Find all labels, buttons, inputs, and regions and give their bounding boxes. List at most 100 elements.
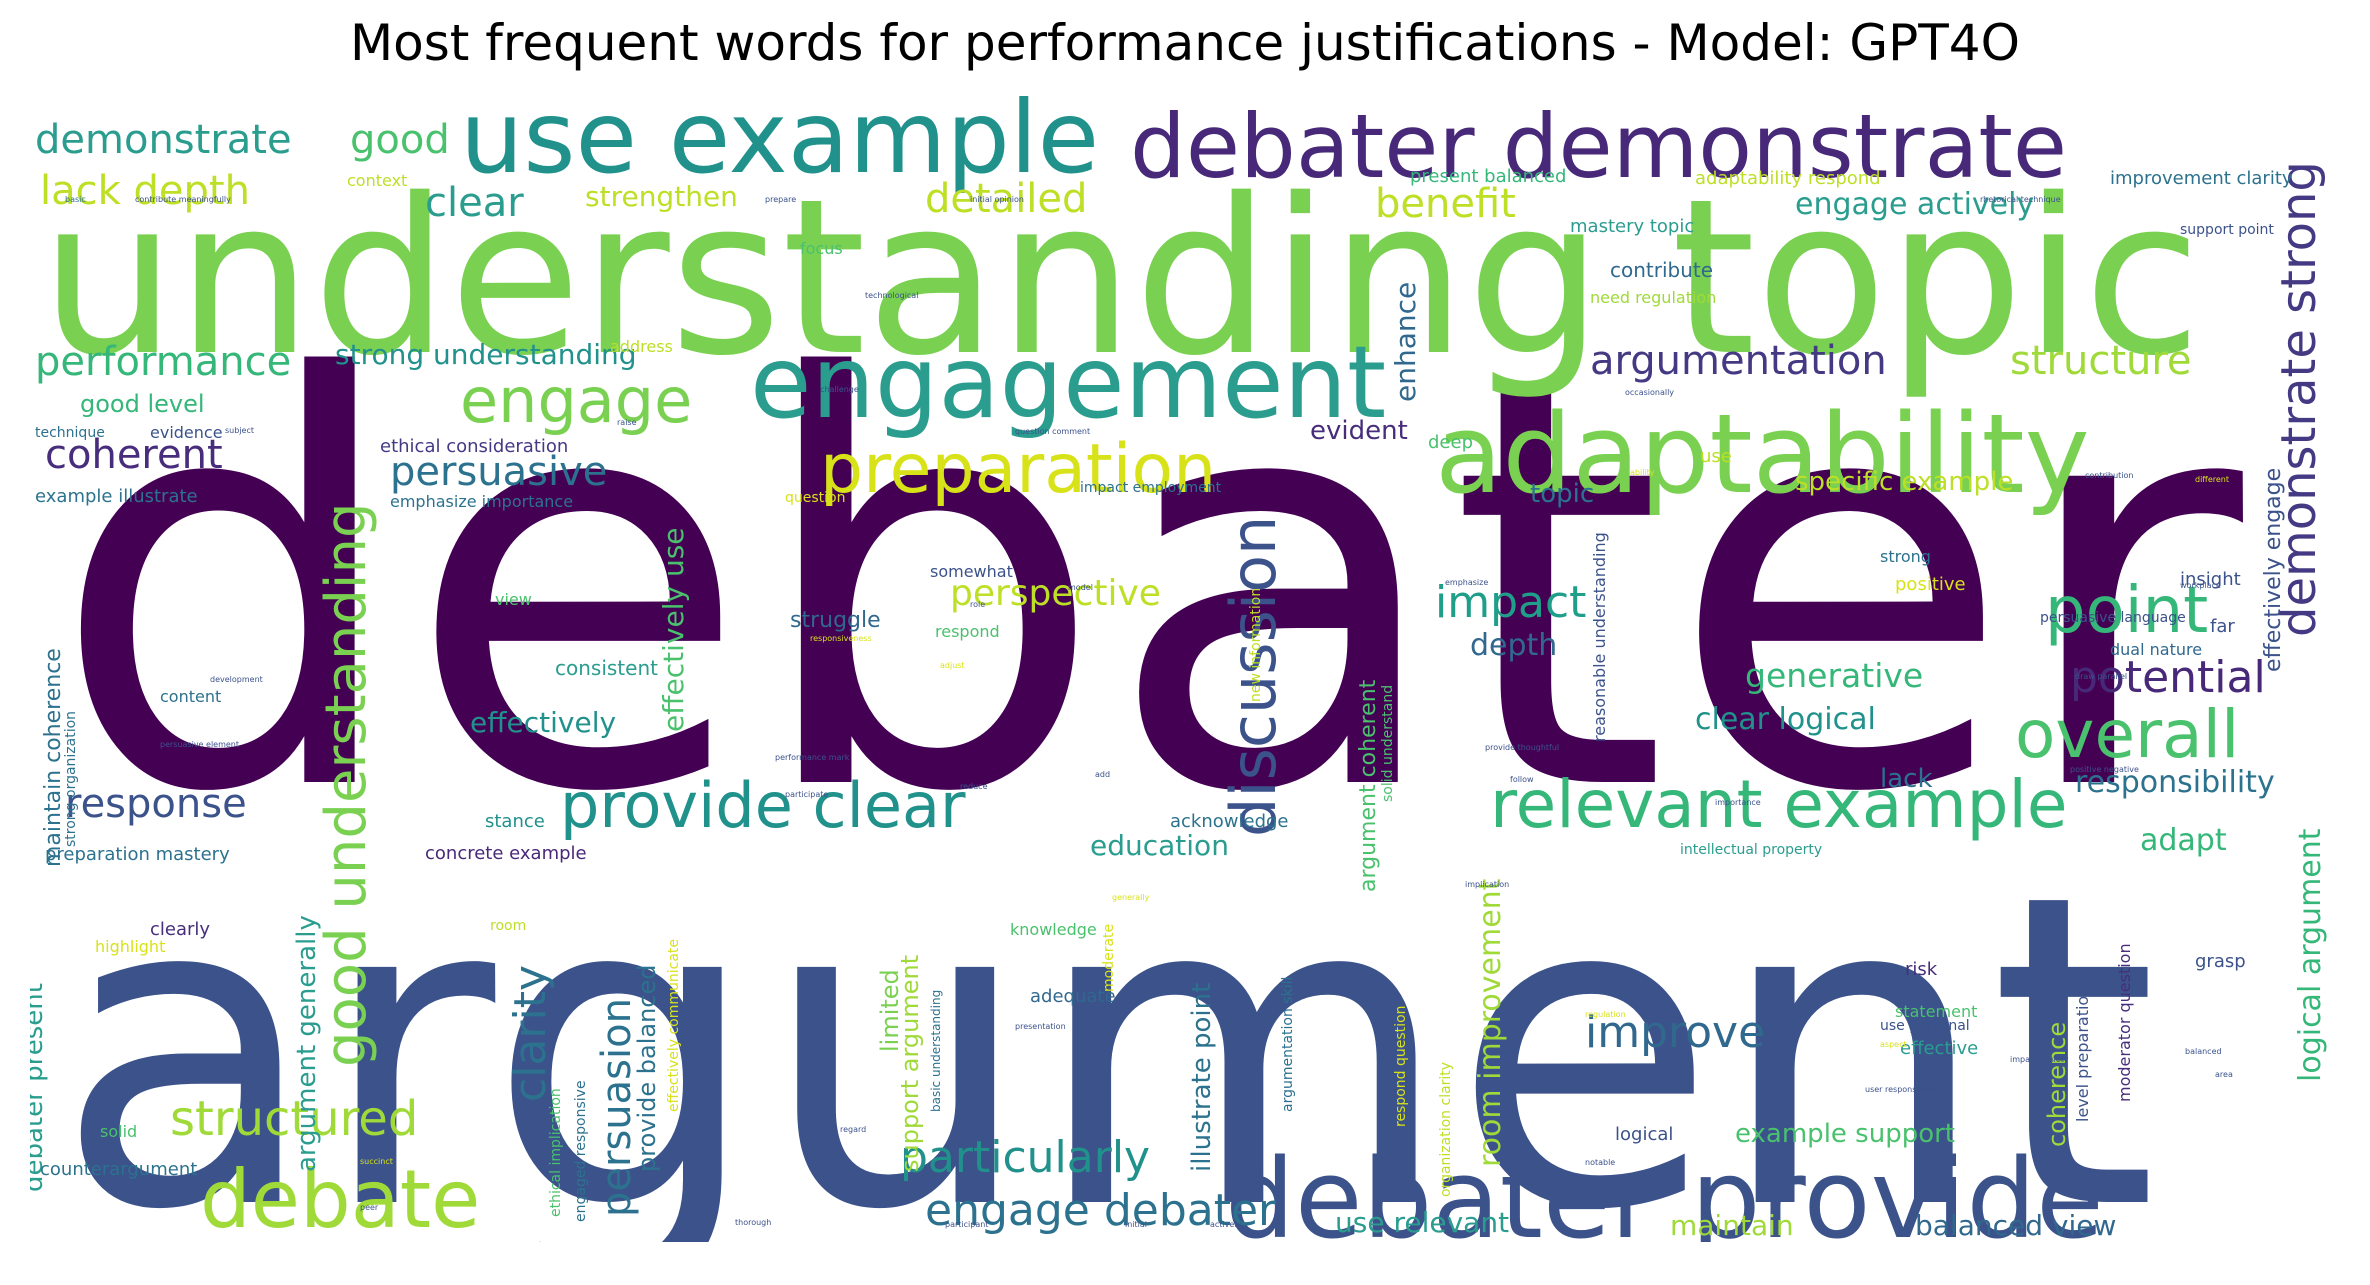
cloud-word: intellectual property [1680,842,1822,858]
cloud-word: good level [80,390,205,418]
cloud-word: example illustrate [35,486,198,507]
cloud-word: logical [1615,1124,1673,1145]
cloud-word: far [2210,616,2235,637]
cloud-word: limited [876,969,904,1052]
cloud-word: ethical implication [548,1088,564,1217]
cloud-word: persuasive language [2040,610,2186,626]
cloud-word: actively [1210,1220,1242,1229]
cloud-word: contribute [1610,258,1713,282]
cloud-word: maintain [1670,1209,1794,1242]
cloud-word: occasionally [1625,388,1674,397]
cloud-word: example support [1735,1119,1955,1149]
cloud-word: support point [2180,222,2274,238]
cloud-word: engage [460,364,692,437]
cloud-word: strengthen [585,180,738,213]
cloud-word: development [210,675,263,684]
cloud-word: engaged responsive [573,1080,589,1222]
cloud-word: new information [1248,588,1264,702]
cloud-word: initial [1125,1220,1147,1229]
cloud-word: responsiveness [810,634,872,643]
cloud-word: persuasive element [160,740,239,749]
cloud-word: potential [2070,652,2266,703]
cloud-word: need regulation [1590,288,1716,307]
cloud-word: coherence [2043,1022,2071,1147]
cloud-word: demonstrate strong [2271,161,2327,637]
cloud-word: discussion [1217,516,1290,837]
cloud-word: specific example [1795,467,2013,497]
cloud-word: good understanding [314,502,379,1067]
chart-title: Most frequent words for performance just… [350,14,2020,72]
cloud-word: logical argument [2293,828,2328,1082]
cloud-word: contribution [2085,471,2133,480]
cloud-word: point [2045,574,2208,648]
cloud-word: follow [1510,775,1534,784]
cloud-word: respond question [1393,1005,1409,1127]
cloud-word: debater provide [1225,1135,2104,1242]
cloud-word: persuasive [390,449,607,495]
cloud-word: provide thoughtful [1485,743,1559,752]
cloud-word: provide balanced [633,965,661,1172]
cloud-word: context [347,171,407,190]
cloud-word: illustrate point [1187,983,1217,1172]
cloud-word: lack [1880,764,1933,794]
cloud-word: emphasize importance [390,492,573,511]
cloud-word: engage debater [925,1185,1277,1236]
cloud-word: topic [1530,479,1594,509]
cloud-word: regulation [1585,1010,1626,1019]
cloud-word: balanced [2185,1047,2222,1056]
cloud-word: counterargument [40,1159,197,1180]
cloud-word: grasp [2195,951,2246,972]
cloud-word: organization clarity [1438,1062,1454,1197]
cloud-word: effectively engage [2261,468,2286,672]
cloud-word: reasonable understanding [1590,532,1609,742]
cloud-word: evidence [150,423,223,442]
cloud-word: succinct [360,1157,393,1166]
cloud-word: aspect [1880,1040,1907,1049]
cloud-word: impact [1435,577,1586,628]
cloud-word: question [785,490,845,506]
cloud-word: content [160,687,221,706]
cloud-word: participate [785,790,828,799]
cloud-word: knowledge [1010,920,1097,939]
cloud-word: room [490,918,526,934]
cloud-word: question comment [1015,427,1090,436]
cloud-word: debate [200,1153,480,1242]
cloud-word: different [2195,475,2229,484]
cloud-word: workplace [2180,581,2221,590]
cloud-word: add [1095,770,1110,779]
cloud-word: challenge [820,385,859,394]
cloud-word: structured [170,1091,418,1147]
cloud-word: initial opinion [970,195,1024,204]
cloud-word: basic [65,195,86,204]
cloud-word: response [65,781,247,827]
cloud-word: preparation [820,430,1216,509]
cloud-word: area [2215,1070,2233,1079]
cloud-word: insight [2180,569,2241,590]
cloud-word: respond [935,622,1000,641]
cloud-word: peer [360,1203,379,1212]
cloud-word: strong [1880,547,1931,566]
cloud-word: debater present [30,983,49,1192]
cloud-word: performance mark [775,753,850,762]
cloud-word: responsibility [2075,765,2275,800]
cloud-word: somewhat [930,562,1013,581]
cloud-word: consistent [555,656,658,680]
cloud-word: argumentation skill [1280,977,1296,1112]
cloud-word: participant [945,1220,988,1229]
cloud-word: statement [1895,1002,1977,1021]
cloud-word: use example [460,92,1099,196]
cloud-word: level preparation [2073,986,2092,1122]
cloud-word: relevant example [1490,766,2068,843]
cloud-word: understanding topic [40,152,2202,403]
cloud-word: use personal [1880,1018,1970,1034]
cloud-word: acknowledge [1170,811,1289,832]
cloud-word: detailed [925,176,1087,222]
cloud-word: use [1700,446,1732,467]
cloud-word: subject [225,426,254,435]
cloud-word: argumentation [1590,338,1887,384]
cloud-word: moderator question [2115,943,2134,1102]
cloud-word: struggle [790,608,881,633]
cloud-word: stance [485,811,545,832]
cloud-word: impact employment [1080,480,1222,496]
cloud-word: evident [1310,416,1408,446]
